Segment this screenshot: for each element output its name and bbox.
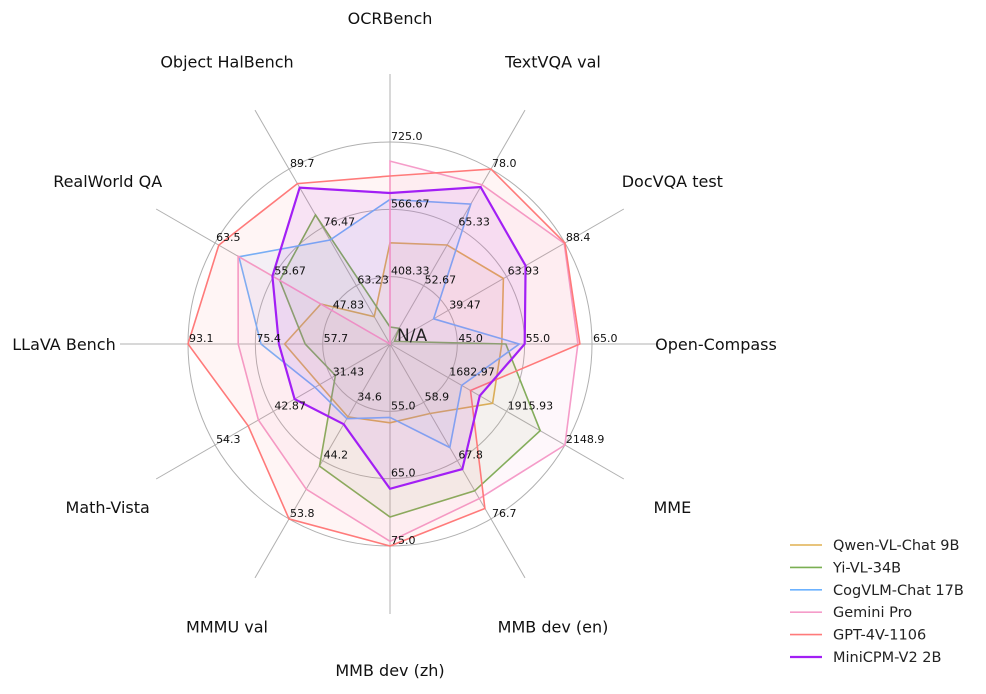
tick-label: 55.0	[526, 332, 551, 345]
tick-label: 34.6	[357, 390, 382, 403]
axis-label: MMB dev (zh)	[335, 661, 444, 680]
tick-label: 65.0	[391, 467, 416, 480]
axis-line	[254, 109, 391, 345]
tick-label: 78.0	[492, 157, 517, 170]
axis-label: Open-Compass	[655, 335, 777, 354]
legend-label: GPT-4V-1106	[833, 628, 926, 644]
tick-label: 55.0	[391, 399, 416, 412]
axis-line	[389, 343, 625, 480]
tick-label: 31.43	[333, 366, 365, 379]
tick-label: 725.0	[391, 130, 423, 143]
tick-label: 2148.9	[566, 433, 605, 446]
series-fill	[188, 169, 580, 546]
tick-label: 93.1	[189, 332, 214, 345]
axis-line	[389, 208, 625, 345]
legend-item: Qwen-VL-Chat 9B	[790, 538, 959, 554]
center-label: N/A	[397, 326, 427, 346]
series-line	[271, 185, 527, 491]
axis-label: TextVQA val	[504, 53, 601, 72]
axis-label: Math-Vista	[66, 498, 150, 517]
axis-label: OCRBench	[348, 9, 433, 28]
tick-label: 55.67	[274, 265, 306, 278]
tick-label: 88.4	[566, 231, 591, 244]
tick-label: 89.7	[290, 157, 315, 170]
axis-label: Object HalBench	[160, 53, 293, 72]
tick-label: 44.2	[324, 449, 349, 462]
tick-label: 76.7	[492, 507, 517, 520]
axis-line	[155, 343, 391, 480]
tick-label: 63.5	[216, 231, 241, 244]
tick-label: 75.4	[256, 332, 281, 345]
series-fill	[238, 161, 578, 542]
tick-label: 65.0	[593, 332, 618, 345]
series-line	[187, 168, 581, 547]
tick-label: 58.9	[425, 390, 450, 403]
legend-label: Gemini Pro	[833, 605, 912, 621]
axis-labels: OCRBench TextVQA val DocVQA test Open-Compa…	[12, 9, 777, 680]
legend-label: MiniCPM-V2 2B	[833, 650, 941, 666]
tick-label: 47.83	[333, 298, 365, 311]
tick-labels: 408.33 566.67 725.0 52.67 65.33 78.0 39.47 63.9…	[189, 130, 618, 547]
axis-label: MMB dev (en)	[498, 617, 609, 636]
series-fill	[279, 214, 541, 517]
tick-label: 54.3	[216, 433, 241, 446]
axis-label: LLaVA Bench	[12, 335, 115, 354]
tick-label: 53.8	[290, 507, 315, 520]
legend: Qwen-VL-Chat 9B Yi-VL-34B CogVLM-Chat 17B G…	[790, 538, 964, 666]
tick-label: 65.33	[458, 215, 490, 228]
series-fill	[272, 187, 526, 489]
legend-item: Gemini Pro	[790, 605, 912, 621]
tick-label: 57.7	[324, 332, 349, 345]
tick-label: 63.23	[357, 274, 389, 287]
tick-label: 1682.97	[449, 366, 495, 379]
legend-item: CogVLM-Chat 17B	[790, 583, 964, 599]
tick-label: 39.47	[449, 298, 481, 311]
series-fill	[284, 242, 504, 423]
tick-label: 63.93	[508, 265, 540, 278]
tick-label: 1915.93	[508, 399, 554, 412]
legend-label: Qwen-VL-Chat 9B	[833, 538, 959, 554]
series-fill	[238, 199, 520, 448]
legend-label: Yi-VL-34B	[832, 560, 901, 576]
axis-label: MMMU val	[186, 617, 268, 636]
legend-item: Yi-VL-34B	[790, 560, 901, 576]
tick-label: 566.67	[391, 197, 430, 210]
legend-item: GPT-4V-1106	[790, 628, 926, 644]
axis-line	[389, 343, 526, 579]
tick-label: 42.87	[274, 399, 306, 412]
legend-label: CogVLM-Chat 17B	[833, 583, 964, 599]
tick-label: 75.0	[391, 534, 416, 547]
tick-label: 45.0	[458, 332, 483, 345]
axis-line	[389, 109, 526, 345]
tick-label: 408.33	[391, 265, 430, 278]
axis-label: RealWorld QA	[53, 172, 162, 191]
tick-label: 76.47	[324, 215, 356, 228]
axis-label: MME	[653, 498, 691, 517]
series-polygons	[187, 160, 581, 547]
axis-line	[254, 343, 391, 579]
tick-label: 67.8	[458, 449, 483, 462]
axis-label: DocVQA test	[622, 172, 723, 191]
tick-label: 52.67	[425, 274, 457, 287]
legend-item: MiniCPM-V2 2B	[790, 650, 941, 666]
